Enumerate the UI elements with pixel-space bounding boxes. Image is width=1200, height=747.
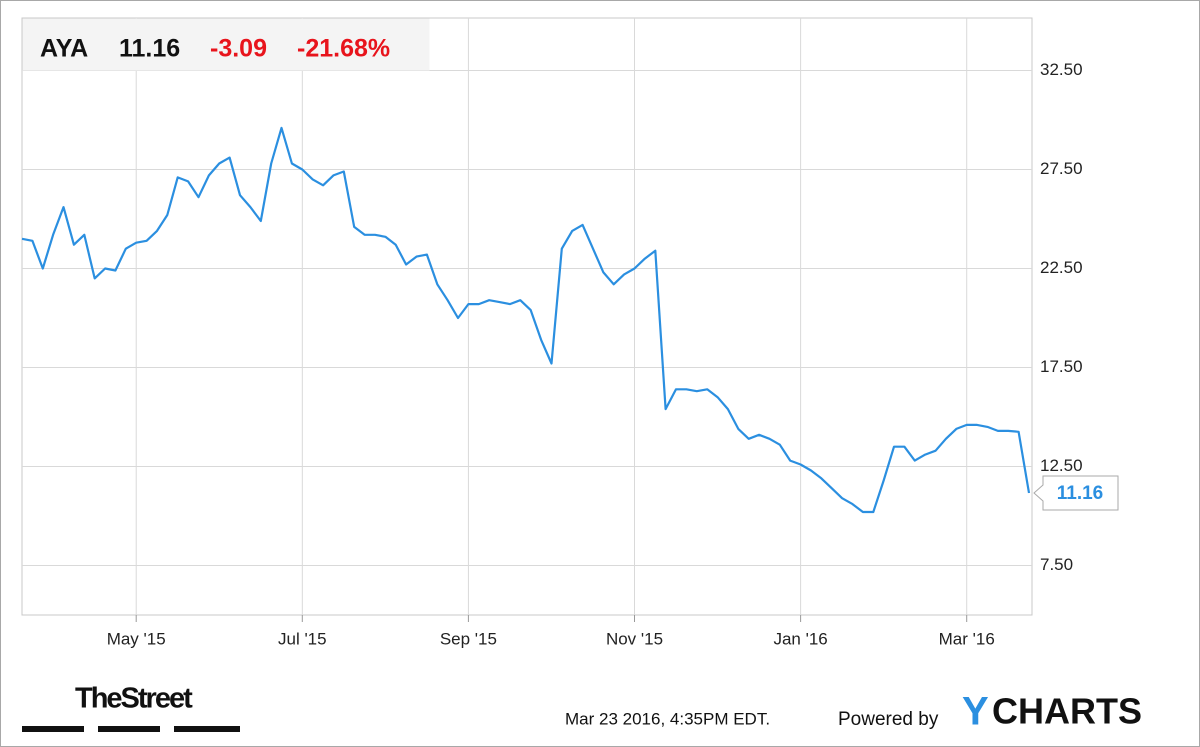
y-tick-label: 12.50 [1040,456,1083,475]
powered-by: Powered by [838,709,939,730]
header-box [22,18,430,71]
brand-name: CHARTS [992,691,1142,732]
price: 11.16 [119,35,180,63]
plot-area [21,17,1033,616]
y-tick-label: 32.50 [1040,60,1083,79]
price-line [21,126,1031,514]
y-tick-label: 7.50 [1040,555,1073,574]
last-value-label: 11.16 [1057,483,1104,504]
last-value-callout [1033,475,1119,511]
y-tick-label: 27.50 [1040,159,1083,178]
logo-bar [22,726,84,732]
change: -3.09 [210,35,267,63]
timestamp: Mar 23 2016, 4:35PM EDT. [565,709,770,728]
y-tick-label: 17.50 [1040,357,1083,376]
x-tick-label: Jul '15 [278,629,327,648]
x-tick-label: Sep '15 [440,629,497,648]
source-logo: TheStreet [75,683,193,715]
x-tick-label: Mar '16 [939,629,995,648]
ticker: AYA [40,35,88,63]
x-tick-label: Jan '16 [773,629,827,648]
x-tick-label: Nov '15 [606,629,663,648]
change-percent: -21.68% [297,35,390,63]
x-tick-label: May '15 [107,629,166,648]
y-tick-label: 22.50 [1040,258,1083,277]
logo-bar [98,726,160,732]
grid [22,18,1032,615]
brand-initial: Y [962,690,989,734]
logo-bar [174,726,240,732]
